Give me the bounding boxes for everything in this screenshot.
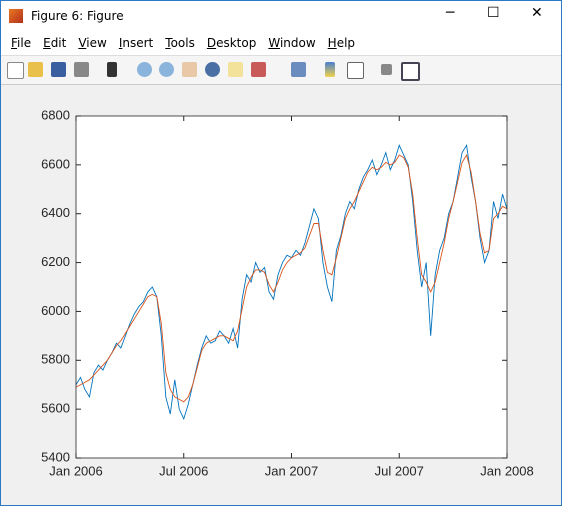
- menu-item[interactable]: Tools: [165, 36, 195, 50]
- x-tick-label: Jul 2007: [375, 463, 424, 478]
- hide-tools-button[interactable]: [381, 64, 392, 75]
- axes-background: [76, 116, 507, 458]
- toolbar: [1, 55, 561, 85]
- x-tick-label: Jan 2006: [49, 463, 103, 478]
- dock-button[interactable]: [401, 62, 420, 81]
- legend-button[interactable]: [347, 62, 364, 79]
- link-button[interactable]: [291, 62, 306, 77]
- y-tick-label: 5600: [41, 401, 70, 416]
- axes-box: [75, 115, 508, 459]
- minimize-button[interactable]: ─: [446, 5, 455, 21]
- maximize-button[interactable]: ☐: [487, 5, 500, 21]
- menu-item[interactable]: File: [11, 36, 32, 50]
- y-tick-label: 5800: [41, 352, 70, 367]
- menu-item[interactable]: Desktop: [206, 36, 257, 50]
- y-tick-label: 6800: [41, 107, 70, 122]
- data-line: [75, 153, 508, 403]
- chart: 5400 5600 5800 6000 6200 6400 6600 6800 Jan 2006…: [41, 107, 534, 478]
- menu-bar: File Edit View Insert Tools Desktop Window Help: [1, 31, 561, 55]
- select-button[interactable]: [107, 62, 117, 77]
- zoom-in-button[interactable]: [137, 62, 152, 77]
- new-button[interactable]: [7, 62, 24, 79]
- menu-item[interactable]: Help: [327, 36, 356, 50]
- close-button[interactable]: ✕: [531, 5, 543, 21]
- x-tick-label: Jul 2006: [159, 463, 208, 478]
- save-button[interactable]: [51, 62, 66, 77]
- menu-item[interactable]: Edit: [43, 36, 67, 50]
- menu-item[interactable]: Window: [268, 36, 316, 50]
- print-button[interactable]: [74, 62, 89, 77]
- x-tick-label: Jan 2008: [480, 463, 534, 478]
- zoom-out-button[interactable]: [159, 62, 174, 77]
- pan-button[interactable]: [182, 62, 197, 77]
- x-tick-label: Jan 2007: [265, 463, 319, 478]
- y-tick-label: 6200: [41, 254, 70, 269]
- datatip-button[interactable]: [228, 62, 243, 77]
- title-bar: Figure 6: Figure ─ ☐ ✕: [1, 1, 561, 31]
- open-button[interactable]: [28, 62, 43, 77]
- y-tick-label: 6400: [41, 205, 70, 220]
- y-tick-label: 6600: [41, 156, 70, 171]
- rotate-button[interactable]: [205, 62, 220, 77]
- colorbar-button[interactable]: [325, 62, 335, 77]
- menu-item[interactable]: Insert: [118, 36, 154, 50]
- window-title: Figure 6: Figure: [31, 9, 124, 23]
- menu-item[interactable]: View: [78, 36, 107, 50]
- app-icon: [9, 9, 23, 23]
- y-tick-label: 5400: [41, 449, 70, 464]
- brush-button[interactable]: [251, 62, 266, 77]
- y-tick-label: 6000: [41, 303, 70, 318]
